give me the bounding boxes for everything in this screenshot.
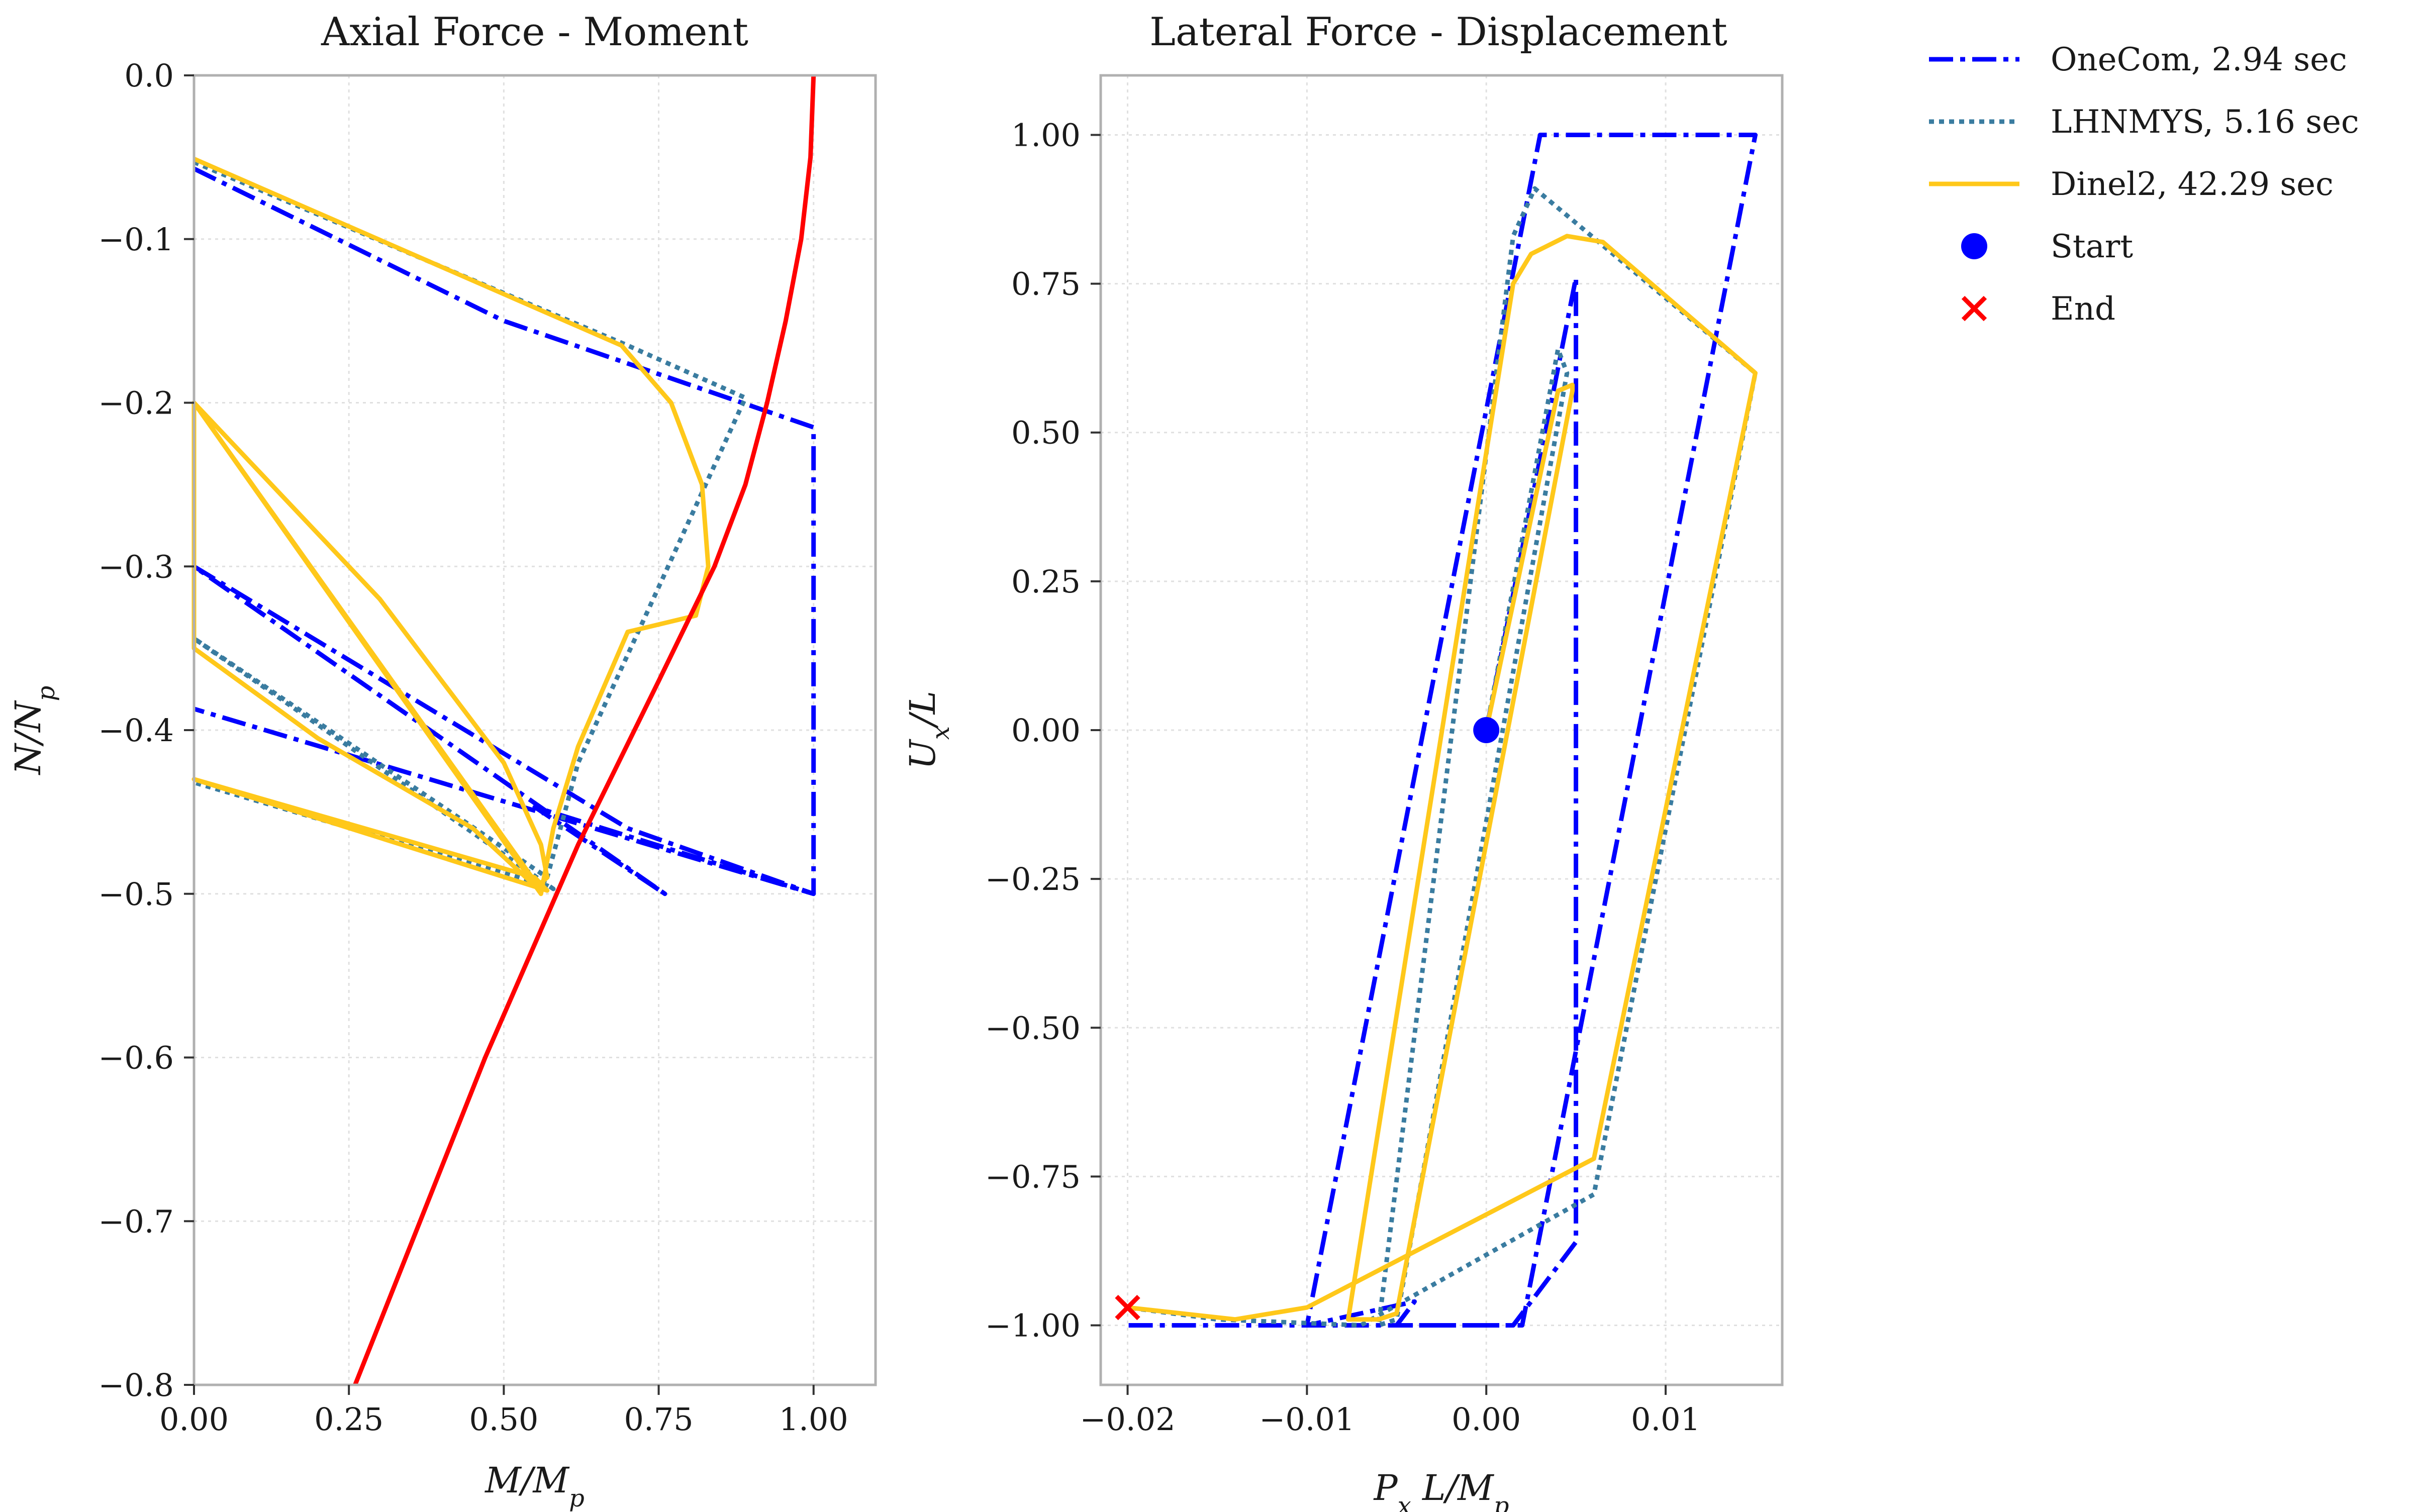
x-tick-label: −0.01: [1259, 1401, 1355, 1438]
x-axis-label: Px L/Mp: [1373, 1467, 1509, 1512]
grid: [193, 74, 876, 1386]
y-tick-label: −0.3: [98, 548, 174, 585]
legend-label: End: [2051, 290, 2115, 328]
legend-label: OneCom, 2.94 sec: [2051, 41, 2347, 78]
y-tick-label: 0.00: [1011, 712, 1081, 749]
y-tick-label: −0.75: [985, 1158, 1081, 1195]
y-tick-label: −0.4: [98, 712, 174, 749]
x-tick-label: 0.00: [1452, 1401, 1521, 1438]
ticks: −0.02 −0.01 0.00 0.01 1.00 0.75 0.50 0.25 0.00 −0…: [985, 117, 1700, 1438]
y-axis-label: N/Np: [8, 686, 60, 776]
series-line: [191, 156, 711, 896]
ticks: 0.00 0.25 0.50 0.75 1.00 0.0 −0.1 −0.2 −0.3 −0.4 −…: [98, 57, 848, 1438]
axial-force-moment-panel: Axial Force - Moment 0.00 0.25 0.50 0.75 1.0…: [8, 10, 877, 1512]
x-axis-label: M/Mp: [484, 1460, 585, 1512]
series-line: [191, 160, 748, 891]
legend-entry: End: [1961, 290, 2115, 328]
series-line: [353, 75, 816, 1386]
x-tick-label: 0.75: [624, 1401, 694, 1438]
end-marker: [1115, 1294, 1140, 1321]
legend-label: Start: [2051, 228, 2133, 265]
chart-title: Lateral Force - Displacement: [1149, 10, 1727, 55]
series-layer: [191, 75, 816, 1386]
y-tick-label: −0.8: [98, 1367, 174, 1403]
legend-label: LHNMYS, 5.16 sec: [2051, 104, 2359, 141]
y-tick-label: −0.1: [98, 221, 174, 258]
legend-swatch: [1961, 233, 1987, 259]
y-tick-label: −0.5: [98, 876, 174, 913]
y-tick-label: −0.50: [985, 1010, 1081, 1046]
x-tick-label: 1.00: [779, 1401, 848, 1438]
y-tick-label: 0.25: [1011, 563, 1081, 600]
legend-label: Dinel2, 42.29 sec: [2051, 166, 2334, 203]
legend-entry: Start: [1961, 228, 2133, 265]
series-layer: [1115, 133, 1758, 1328]
series-line: [191, 166, 816, 896]
y-tick-label: −1.00: [985, 1307, 1081, 1344]
legend: OneCom, 2.94 sec LHNMYS, 5.16 sec Dinel2, …: [1929, 41, 2359, 328]
y-tick-label: −0.2: [98, 385, 174, 422]
legend-swatch: [1961, 295, 1987, 322]
lateral-force-displacement-panel: Lateral Force - Displacement −0.02 −0.01 0…: [902, 10, 1784, 1512]
y-tick-label: −0.25: [985, 861, 1081, 897]
legend-entry: LHNMYS, 5.16 sec: [1929, 104, 2359, 141]
x-tick-label: −0.02: [1080, 1401, 1176, 1438]
y-axis-label: Ux/L: [902, 691, 955, 769]
y-tick-label: 1.00: [1011, 117, 1081, 153]
x-tick-label: 0.25: [314, 1401, 383, 1438]
series-line: [1127, 133, 1758, 1328]
y-tick-label: −0.7: [98, 1203, 174, 1240]
legend-entry: OneCom, 2.94 sec: [1929, 41, 2347, 78]
legend-entry: Dinel2, 42.29 sec: [1929, 166, 2334, 203]
y-tick-label: 0.50: [1011, 415, 1081, 451]
y-tick-label: 0.75: [1011, 266, 1081, 303]
x-tick-label: 0.50: [469, 1401, 538, 1438]
chart-title: Axial Force - Moment: [321, 10, 748, 55]
series-line: [1127, 186, 1758, 1328]
y-tick-label: −0.6: [98, 1040, 174, 1076]
series-line: [1127, 234, 1758, 1322]
start-marker: [1473, 717, 1500, 743]
y-tick-label: 0.0: [124, 57, 174, 94]
x-tick-label: 0.01: [1631, 1401, 1700, 1438]
x-tick-label: 0.00: [159, 1401, 229, 1438]
